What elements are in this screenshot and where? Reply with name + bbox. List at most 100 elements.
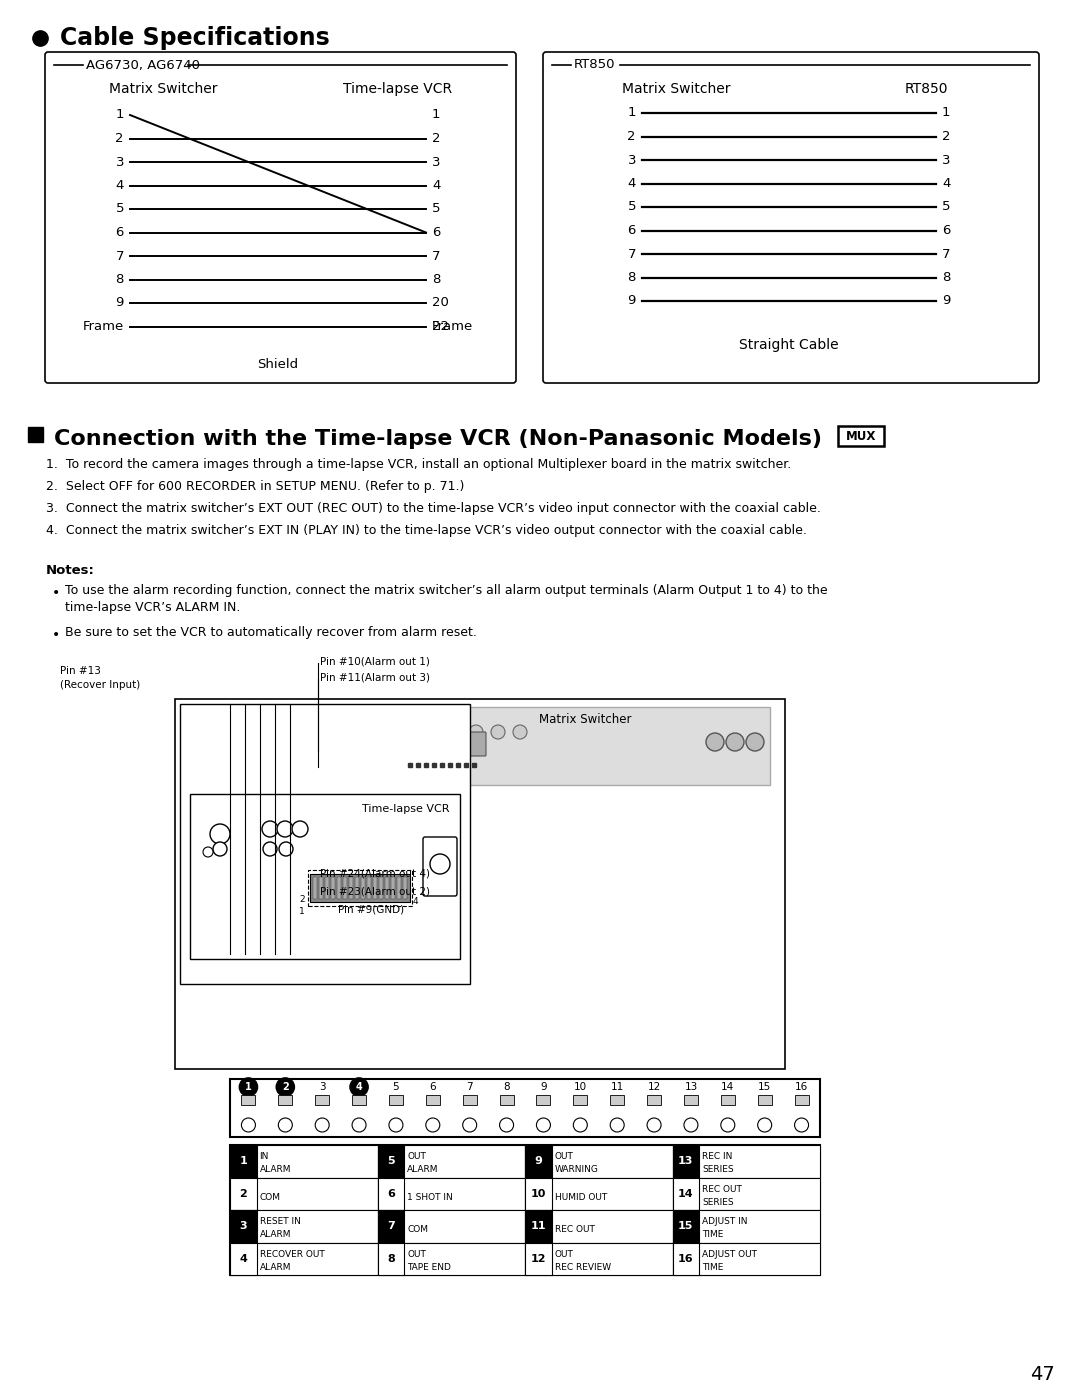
- Text: 1: 1: [627, 106, 636, 120]
- Text: 9: 9: [627, 295, 636, 307]
- Circle shape: [573, 1118, 588, 1132]
- Bar: [426, 1095, 440, 1105]
- Bar: [673, 1178, 820, 1210]
- Text: ADJUST IN: ADJUST IN: [702, 1217, 747, 1227]
- Text: 1: 1: [942, 106, 950, 120]
- Circle shape: [403, 725, 417, 739]
- Circle shape: [430, 854, 450, 875]
- Text: 3: 3: [116, 155, 124, 169]
- FancyBboxPatch shape: [45, 52, 516, 383]
- Circle shape: [210, 824, 230, 844]
- Circle shape: [279, 1118, 293, 1132]
- Text: REC IN: REC IN: [702, 1153, 732, 1161]
- Text: Pin #10(Alarm out 1): Pin #10(Alarm out 1): [320, 657, 430, 666]
- Circle shape: [426, 725, 438, 739]
- Text: Time-lapse VCR: Time-lapse VCR: [363, 805, 450, 814]
- Text: 10: 10: [573, 1083, 586, 1092]
- Bar: [462, 1095, 476, 1105]
- Bar: [230, 1178, 257, 1210]
- Circle shape: [240, 1078, 257, 1097]
- Text: Straight Cable: Straight Cable: [739, 338, 839, 352]
- Text: OUT: OUT: [554, 1153, 573, 1161]
- Text: 3: 3: [627, 154, 636, 166]
- Text: 16: 16: [678, 1253, 693, 1264]
- Bar: [403, 877, 407, 900]
- Text: 4: 4: [432, 179, 441, 191]
- Circle shape: [610, 1118, 624, 1132]
- Text: Cable Specifications: Cable Specifications: [60, 27, 329, 50]
- Bar: [384, 877, 389, 900]
- Circle shape: [706, 733, 724, 752]
- Bar: [537, 1095, 551, 1105]
- Bar: [389, 1095, 403, 1105]
- Text: 6: 6: [387, 1189, 394, 1199]
- Text: 9: 9: [116, 296, 124, 310]
- Bar: [367, 877, 372, 900]
- Circle shape: [352, 1118, 366, 1132]
- Text: To use the alarm recording function, connect the matrix switcher’s all alarm out: To use the alarm recording function, con…: [65, 584, 827, 597]
- Text: OUT: OUT: [407, 1250, 426, 1259]
- Bar: [795, 1095, 809, 1105]
- Text: Pin #9(GND): Pin #9(GND): [338, 904, 404, 914]
- FancyBboxPatch shape: [423, 837, 457, 895]
- Circle shape: [203, 847, 213, 856]
- Circle shape: [462, 1118, 476, 1132]
- Text: 4: 4: [240, 1253, 247, 1264]
- Text: 7: 7: [467, 1083, 473, 1092]
- Text: 3.  Connect the matrix switcher’s EXT OUT (REC OUT) to the time-lapse VCR’s vide: 3. Connect the matrix switcher’s EXT OUT…: [46, 502, 821, 515]
- Bar: [343, 877, 347, 900]
- Text: Matrix Switcher: Matrix Switcher: [109, 82, 217, 96]
- Circle shape: [469, 725, 483, 739]
- Bar: [355, 877, 359, 900]
- Bar: [647, 1095, 661, 1105]
- Text: 6: 6: [430, 1083, 436, 1092]
- Text: 6: 6: [942, 224, 950, 237]
- Bar: [673, 1210, 820, 1242]
- Circle shape: [389, 1118, 403, 1132]
- Circle shape: [292, 821, 308, 837]
- Bar: [397, 877, 401, 900]
- Text: 7: 7: [432, 250, 441, 263]
- Circle shape: [647, 1118, 661, 1132]
- Text: Frame: Frame: [432, 320, 473, 332]
- Bar: [230, 1242, 378, 1275]
- Circle shape: [279, 842, 293, 856]
- Bar: [673, 1178, 699, 1210]
- Circle shape: [720, 1118, 734, 1132]
- Text: 2: 2: [942, 130, 950, 142]
- Circle shape: [758, 1118, 772, 1132]
- Text: 5: 5: [387, 1157, 394, 1166]
- Bar: [378, 1178, 404, 1210]
- Text: 2: 2: [627, 130, 636, 142]
- Text: Shield: Shield: [257, 359, 298, 372]
- Bar: [337, 877, 341, 900]
- Text: 8: 8: [942, 271, 950, 284]
- Text: 12: 12: [530, 1253, 546, 1264]
- Text: Notes:: Notes:: [46, 564, 95, 577]
- Circle shape: [213, 842, 227, 856]
- Bar: [230, 1210, 257, 1242]
- Text: 5: 5: [432, 203, 441, 215]
- Text: 5: 5: [627, 201, 636, 214]
- Bar: [242, 1095, 256, 1105]
- Bar: [308, 870, 411, 907]
- Text: 9: 9: [540, 1083, 546, 1092]
- Text: 4: 4: [355, 1083, 363, 1092]
- Text: 9: 9: [942, 295, 950, 307]
- Text: MUX: MUX: [846, 429, 876, 443]
- Text: Matrix Switcher: Matrix Switcher: [622, 82, 730, 96]
- Bar: [525, 1242, 673, 1275]
- Text: 11: 11: [610, 1083, 624, 1092]
- Text: 2: 2: [116, 131, 124, 145]
- Bar: [175, 698, 785, 1069]
- Bar: [349, 877, 353, 900]
- Text: 2: 2: [282, 1083, 288, 1092]
- Text: 14: 14: [678, 1189, 693, 1199]
- Text: 6: 6: [432, 226, 441, 239]
- Text: RECOVER OUT: RECOVER OUT: [259, 1250, 324, 1259]
- Bar: [313, 877, 318, 900]
- Bar: [230, 1242, 257, 1275]
- Text: •: •: [52, 585, 60, 599]
- Bar: [379, 877, 383, 900]
- Text: Pin #11(Alarm out 3): Pin #11(Alarm out 3): [320, 672, 430, 682]
